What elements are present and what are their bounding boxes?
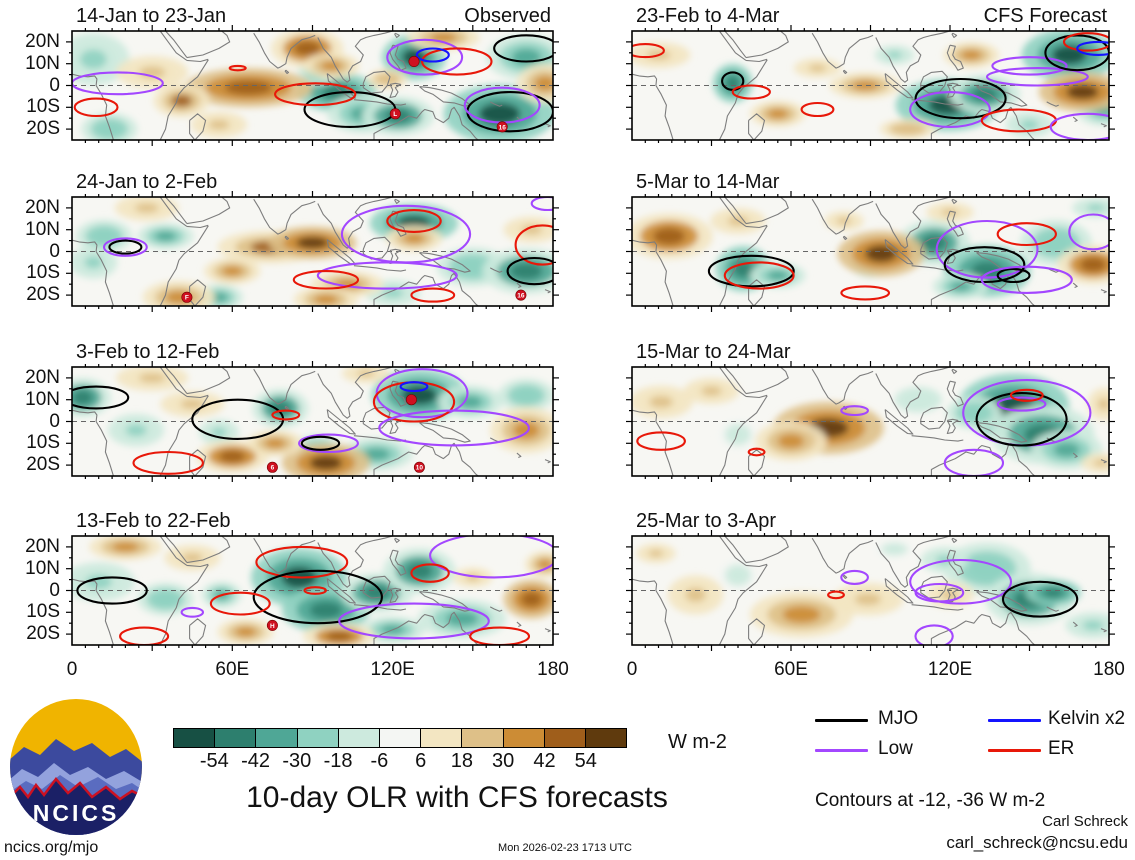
svg-text:6: 6 [271, 465, 275, 472]
panel-title-6: 5-Mar to 14-Mar [636, 171, 780, 193]
x-axis-label: 60E [774, 659, 808, 680]
colorbar-cell [215, 729, 257, 747]
x-axis-label: 120E [927, 659, 973, 680]
ncics-logo: NCICS [10, 699, 142, 835]
colorbar-tick-label: 6 [415, 750, 427, 772]
credit-author: Carl Schreck [1042, 813, 1128, 830]
colorbar-tick-label: 30 [492, 750, 515, 772]
svg-text:10: 10 [416, 465, 424, 472]
colorbar-cell [462, 729, 504, 747]
x-axis-label: 120E [370, 659, 415, 680]
colorbar-unit: W m-2 [668, 731, 727, 753]
colorbar-cell [338, 729, 380, 747]
logo-red-ridge [10, 777, 142, 801]
colorbar-tick-label: -18 [323, 750, 353, 772]
legend-line-mjo [815, 719, 868, 722]
y-axis-label: 20S [26, 454, 60, 476]
legend-label-kelvin-x2: Kelvin x2 [1048, 708, 1126, 729]
panel-title-2: 24-Jan to 2-Feb [76, 171, 218, 193]
y-axis-label: 20S [26, 118, 60, 140]
legend-label-er: ER [1048, 738, 1075, 759]
map-panel-8 [626, 530, 1115, 651]
x-axis-label: 60E [215, 659, 250, 680]
map-panel-5 [626, 25, 1115, 146]
y-axis-label: 10N [25, 388, 60, 410]
logo-text: NCICS [33, 800, 120, 826]
x-axis-label: 180 [1093, 659, 1125, 680]
map-panel-4: H [66, 530, 559, 651]
colorbar-tick-label: 42 [533, 750, 556, 772]
legend-line-low [815, 749, 868, 752]
y-axis-label: 10S [26, 601, 60, 623]
colorbar-cell [174, 729, 216, 747]
colorbar-tick-label: 54 [574, 750, 597, 772]
svg-text:L: L [393, 111, 397, 118]
svg-text:H: H [270, 623, 275, 630]
y-axis-label: 10S [26, 262, 60, 284]
y-axis-label: 0 [49, 74, 60, 96]
y-axis-label: 10S [26, 96, 60, 118]
map-panel-7 [626, 361, 1115, 482]
panel-title-8: 25-Mar to 3-Apr [636, 510, 777, 532]
y-axis-label: 10N [25, 557, 60, 579]
y-axis-label: 10S [26, 432, 60, 454]
svg-text:F: F [185, 295, 189, 302]
x-axis-label: 180 [537, 659, 569, 680]
panel-corner-label: Observed [464, 5, 551, 27]
y-axis-label: 20S [26, 623, 60, 645]
colorbar-tick-label: -6 [370, 750, 389, 772]
colorbar-tick-label: -54 [199, 750, 229, 772]
colorbar-tick-label: -42 [241, 750, 270, 772]
x-axis-label: 0 [66, 659, 78, 680]
panel-title-1: 14-Jan to 23-Jan [76, 5, 227, 27]
y-axis-label: 20N [25, 196, 60, 218]
main-title: 10-day OLR with CFS forecasts [246, 781, 668, 814]
colorbar-cell [256, 729, 298, 747]
timestamp: Mon 2026-02-23 1713 UTC [498, 842, 632, 854]
colorbar-cell [503, 729, 545, 747]
colorbar-cell [297, 729, 339, 747]
legend-label-mjo: MJO [878, 708, 919, 729]
map-panel-6 [626, 191, 1115, 312]
site-link[interactable]: ncics.org/mjo [4, 839, 99, 856]
legend-line-kelvin-x2 [988, 719, 1041, 722]
colorbar-tick-label: -30 [282, 750, 312, 772]
y-axis-label: 20S [26, 284, 60, 306]
colorbar-tick-label: 18 [450, 750, 474, 772]
panel-title-4: 13-Feb to 22-Feb [76, 510, 231, 532]
map-panel-3: 6 10 [66, 361, 559, 482]
credit-email: carl_schreck@ncsu.edu [946, 833, 1128, 852]
panel-corner-label: CFS Forecast [983, 5, 1107, 27]
legend-label-low: Low [878, 738, 913, 759]
colorbar-cell [544, 729, 586, 747]
y-axis-label: 0 [49, 410, 60, 432]
y-axis-label: 10N [25, 218, 60, 240]
map-panel-1: L 16 [66, 25, 559, 146]
panel-title-3: 3-Feb to 12-Feb [76, 341, 220, 363]
map-panel-2: F 16 [66, 191, 559, 312]
y-axis-label: 0 [49, 240, 60, 262]
colorbar [173, 728, 627, 748]
legend-line-er [988, 749, 1041, 752]
panel-title-7: 15-Mar to 24-Mar [636, 341, 791, 363]
x-axis-label: 0 [626, 659, 638, 680]
contour-note: Contours at -12, -36 W m-2 [815, 790, 1046, 811]
y-axis-label: 20N [25, 366, 60, 388]
y-axis-label: 20N [25, 535, 60, 557]
y-axis-label: 10N [25, 52, 60, 74]
y-axis-label: 0 [49, 579, 60, 601]
panel-title-5: 23-Feb to 4-Mar [636, 5, 780, 27]
y-axis-label: 20N [25, 30, 60, 52]
colorbar-cell [421, 729, 463, 747]
svg-text:16: 16 [499, 124, 507, 131]
colorbar-cell [585, 729, 627, 747]
colorbar-cell [379, 729, 422, 747]
svg-text:16: 16 [517, 293, 525, 300]
